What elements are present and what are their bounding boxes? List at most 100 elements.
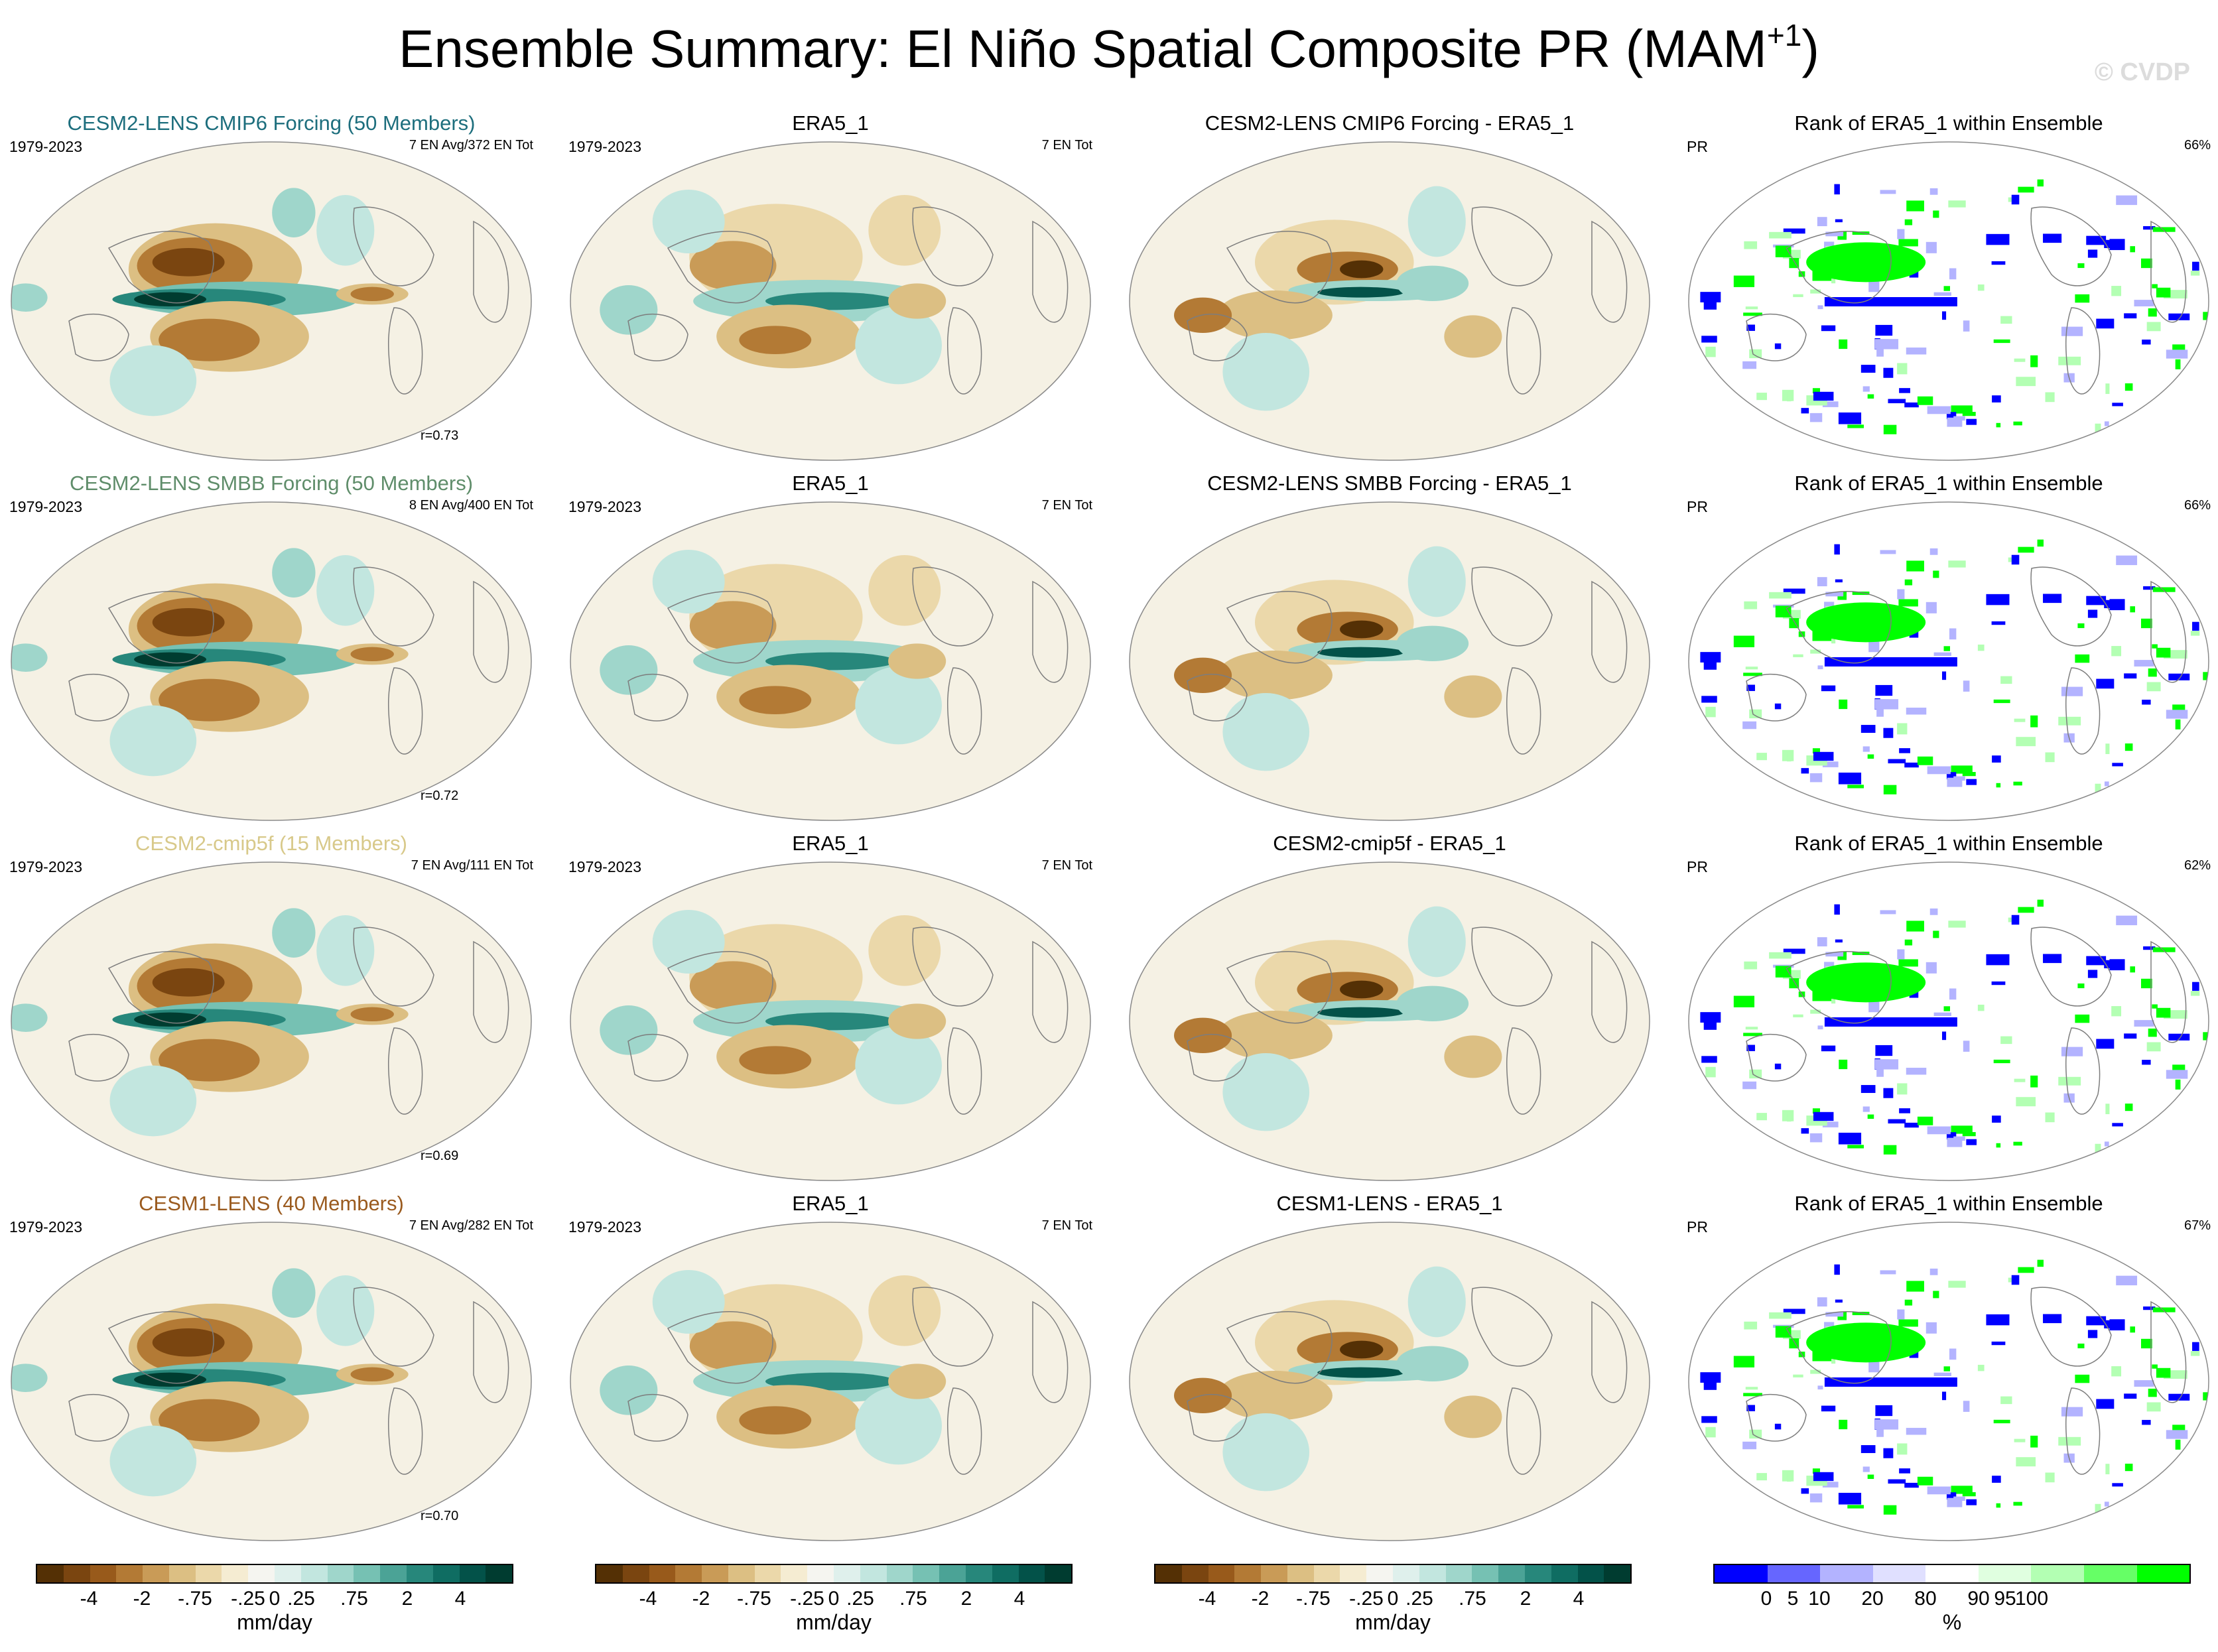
colorbar-swatch — [1577, 1565, 1604, 1582]
anomaly-region — [316, 555, 375, 626]
coastline — [473, 1301, 509, 1403]
colorbar-swatch — [195, 1565, 222, 1582]
rank-map — [1688, 501, 2209, 821]
rank-cell — [2045, 1112, 2055, 1123]
rank-cell — [1809, 773, 1823, 783]
rank-cell — [1744, 961, 1758, 970]
rank-cell — [2146, 322, 2161, 332]
rank-cell — [2152, 947, 2176, 952]
anomaly-region — [152, 1328, 225, 1357]
rank-cell — [1838, 1132, 1862, 1145]
rank-cell — [1862, 386, 1870, 392]
rank-cell — [1948, 1281, 1966, 1288]
rank-cell — [1949, 628, 1957, 640]
rank-cell — [2086, 1316, 2107, 1326]
rank-cell — [2037, 899, 2044, 907]
rank-cell — [1847, 424, 1864, 428]
rank-cell — [2142, 1420, 2151, 1425]
rank-cell — [1977, 1004, 1985, 1011]
colorbar-tick-label: -2 — [692, 1588, 710, 1610]
anomaly-region — [1407, 546, 1466, 617]
colorbar-swatch — [37, 1565, 64, 1582]
rank-cell — [2112, 1123, 2123, 1127]
anomaly-region — [1444, 315, 1502, 358]
rank-cell — [1909, 1351, 1919, 1358]
panel-percent: 62% — [2184, 858, 2211, 873]
rank-cell — [2168, 313, 2190, 320]
rank-cell — [2143, 226, 2156, 230]
rank-cell — [2124, 1104, 2133, 1112]
rank-cell — [1793, 294, 1803, 297]
rank-cell — [1906, 921, 1924, 932]
rank-cell — [1769, 1312, 1792, 1319]
rank-cell — [1821, 685, 1836, 692]
rank-cell — [2043, 233, 2062, 243]
rank-cell — [1867, 1114, 1874, 1119]
colorbar-swatch — [2031, 1565, 2084, 1582]
coastline — [667, 950, 773, 1024]
panel-variable: PR — [1687, 858, 1708, 875]
rank-cell — [1783, 948, 1805, 954]
panel-variable: PR — [1687, 498, 1708, 515]
colorbar-swatch — [1419, 1565, 1446, 1582]
rank-cell — [1831, 999, 1836, 1004]
colorbar-swatch — [143, 1565, 169, 1582]
rank-cell — [1963, 680, 1970, 692]
panel-difference-row4: CESM1-LENS - ERA5_1 — [1128, 1192, 1652, 1550]
colorbar-swatch — [380, 1565, 407, 1582]
colorbar-swatch — [486, 1565, 513, 1582]
rank-cell — [1909, 991, 1919, 998]
rank-cell — [1992, 395, 2001, 403]
panel-percent: 66% — [2184, 498, 2211, 513]
anomaly-region — [888, 283, 946, 319]
rank-cell — [1946, 412, 1957, 420]
rank-cell — [2142, 340, 2151, 345]
coastline — [1506, 667, 1541, 755]
anomaly-region — [1340, 620, 1384, 639]
rank-cell — [1876, 1065, 1884, 1077]
rank-cell — [1775, 605, 1792, 617]
rank-cell — [2086, 235, 2107, 245]
rank-cell — [1801, 1488, 1809, 1494]
colorbar-ticks: -4 -2 -.75 -.25 0 .25 .75 2 4 — [595, 1584, 1073, 1610]
panel-event-count: 7 EN Tot — [1041, 858, 1092, 873]
anomaly-region — [109, 705, 197, 777]
rank-cell — [1992, 1115, 2001, 1123]
anomaly-region — [109, 345, 197, 416]
rank-cell — [1745, 1027, 1758, 1030]
coastline — [2065, 307, 2101, 395]
rank-cell — [1943, 646, 1950, 651]
panel-title: CESM1-LENS - ERA5_1 — [1276, 1192, 1503, 1215]
rank-cell — [2045, 392, 2055, 403]
colorbar-tick-label: .25 — [846, 1588, 874, 1610]
rank-cell — [2134, 1020, 2154, 1027]
difference-map — [1129, 1222, 1650, 1541]
panel-title: CESM1-LENS (40 Members) — [139, 1192, 404, 1215]
coastline — [912, 566, 994, 647]
rank-cell — [1875, 1045, 1893, 1056]
pattern-correlation: r=0.73 — [421, 428, 459, 443]
rank-cell — [1943, 1366, 1950, 1371]
colorbar-tick-label: 0 — [1387, 1588, 1399, 1610]
rank-cell — [1949, 988, 1957, 1000]
anomaly-region — [1216, 1011, 1333, 1060]
rank-cell — [2104, 421, 2109, 426]
colorbar-swatch — [807, 1565, 834, 1582]
rank-cell — [1860, 365, 1876, 373]
rank-cell — [1897, 723, 1908, 735]
rank-cell — [1835, 579, 1843, 583]
rank-cell — [1825, 592, 1844, 597]
rank-cell — [1817, 577, 1827, 587]
rank-cell — [1962, 1492, 1976, 1497]
rank-cell — [2152, 284, 2158, 288]
map-border — [570, 501, 1091, 821]
rank-cell — [1993, 699, 2010, 704]
anomaly-region — [152, 608, 225, 637]
rank-cell — [1951, 405, 1973, 414]
rank-cell — [2166, 1070, 2188, 1079]
cvdp-watermark: © CVDP — [2094, 58, 2190, 86]
coastline — [2150, 580, 2187, 683]
rank-cell — [2143, 946, 2156, 950]
rank-cell — [1839, 1059, 1848, 1070]
coastline — [947, 1027, 982, 1115]
